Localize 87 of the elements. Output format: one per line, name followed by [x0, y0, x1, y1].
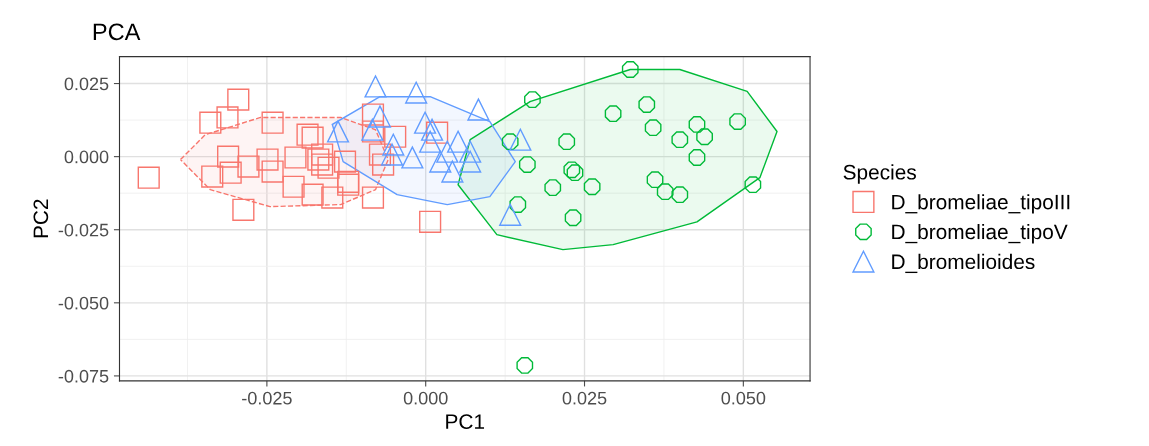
- point: [459, 140, 482, 163]
- point: [446, 130, 470, 153]
- point: [499, 203, 522, 226]
- point: [301, 126, 324, 149]
- point: [688, 116, 706, 133]
- x-tick-label: 0.025: [562, 391, 607, 405]
- point: [656, 183, 674, 201]
- point: [638, 96, 656, 113]
- point: [137, 166, 160, 189]
- point: [646, 171, 664, 189]
- point: [501, 133, 519, 151]
- point: [419, 130, 442, 153]
- point: [558, 133, 576, 151]
- point: [261, 160, 284, 183]
- y-tick-label: 0.025: [64, 77, 109, 91]
- point: [368, 143, 392, 166]
- point: [671, 186, 689, 204]
- y-tick-label: -0.050: [58, 296, 109, 310]
- point: [401, 146, 424, 169]
- point: [509, 196, 527, 213]
- point: [420, 118, 444, 141]
- point: [419, 210, 442, 233]
- point: [405, 81, 428, 104]
- point: [232, 198, 255, 221]
- point: [441, 160, 464, 183]
- point: [696, 128, 713, 146]
- point: [326, 120, 350, 143]
- point: [729, 113, 747, 130]
- point: [364, 75, 387, 98]
- point: [372, 153, 395, 176]
- point: [688, 149, 706, 166]
- point: [219, 161, 242, 184]
- point: [524, 91, 541, 109]
- point: [261, 111, 284, 134]
- point: [604, 105, 622, 123]
- point: [301, 183, 324, 206]
- point: [227, 88, 250, 111]
- y-tick-label: 0.000: [64, 150, 109, 164]
- y-axis-title: PC2: [33, 199, 49, 238]
- legend-label: D_bromeliae_tipoIII: [892, 194, 1070, 214]
- y-tick-label: -0.025: [58, 223, 109, 237]
- x-tick-label: 0.000: [403, 391, 448, 405]
- x-axis-title: PC1: [446, 414, 485, 429]
- chart-title: PCA: [93, 23, 141, 41]
- point: [237, 155, 260, 178]
- point: [307, 148, 330, 171]
- point: [509, 128, 532, 151]
- point: [436, 140, 459, 163]
- x-tick-label: -0.025: [242, 391, 292, 405]
- point: [284, 146, 307, 169]
- point: [544, 179, 562, 197]
- point: [644, 119, 662, 137]
- point: [216, 106, 239, 129]
- point: [382, 133, 405, 156]
- legend-title: Species: [843, 164, 916, 184]
- point: [361, 186, 385, 209]
- legend-label: D_bromelioides: [892, 253, 1035, 274]
- point: [564, 209, 582, 227]
- point: [426, 121, 449, 144]
- point: [583, 178, 601, 196]
- point: [380, 143, 404, 166]
- point: [671, 131, 689, 149]
- point: [361, 103, 385, 126]
- point: [429, 150, 452, 173]
- point: [744, 176, 762, 194]
- point: [201, 165, 224, 188]
- legend-label: D_bromeliae_tipoV: [892, 223, 1068, 244]
- point: [311, 153, 334, 176]
- point: [516, 356, 534, 374]
- point: [459, 150, 482, 173]
- point: [311, 143, 334, 166]
- point: [321, 186, 344, 209]
- y-tick-label: -0.075: [58, 369, 109, 383]
- point: [467, 98, 490, 121]
- point: [199, 111, 222, 134]
- point: [518, 156, 536, 173]
- point: [413, 111, 437, 134]
- point: [217, 145, 240, 168]
- point: [296, 123, 319, 146]
- point: [621, 61, 639, 78]
- x-tick-label: 0.050: [721, 391, 766, 405]
- point: [384, 125, 407, 148]
- point: [368, 105, 392, 128]
- point: [317, 156, 340, 179]
- point: [256, 148, 279, 171]
- point: [333, 150, 357, 173]
- point: [282, 175, 305, 198]
